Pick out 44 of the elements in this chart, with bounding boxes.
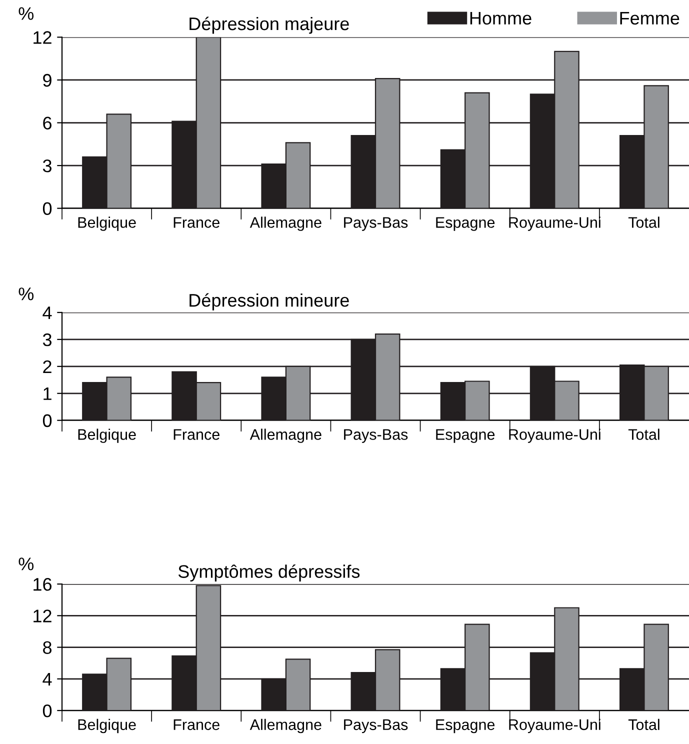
x-tick-label: Royaume-Uni <box>509 428 600 443</box>
x-tick-label: France <box>174 429 220 440</box>
x-tick-label: Allemagne <box>250 216 322 231</box>
y-tick-label: 12 <box>34 610 52 622</box>
y-axis-title: % <box>18 558 34 570</box>
x-tick-label: Royaume-Uni <box>509 718 600 734</box>
chart-title: Dépression majeure <box>190 16 349 34</box>
y-tick-label: 3 <box>42 333 52 346</box>
x-tick-label: Belgique <box>78 216 136 231</box>
x-tick-label: Pays-Bas <box>344 429 408 443</box>
y-tick-label: 3 <box>42 159 52 172</box>
x-tick-label: Total <box>628 428 660 440</box>
x-tick-label: Espagne <box>436 217 495 231</box>
x-tick-label: Allemagne <box>250 718 322 734</box>
legend-label: Homme <box>470 12 532 25</box>
y-tick-label: 0 <box>42 704 52 718</box>
x-tick-label: Belgique <box>78 718 136 734</box>
y-tick-label: 8 <box>43 641 52 654</box>
x-tick-label: Espagne <box>436 719 495 734</box>
y-tick-label: 2 <box>43 360 52 373</box>
y-tick-label: 0 <box>42 414 52 428</box>
chart-title: Symptômes dépressifs <box>178 564 360 582</box>
x-tick-label: Belgique <box>78 428 136 443</box>
y-tick-label: 9 <box>43 74 52 87</box>
x-tick-label: Total <box>628 216 660 228</box>
y-tick-label: 12 <box>34 31 52 44</box>
y-tick-label: 1 <box>44 388 52 400</box>
x-tick-label: Total <box>628 718 660 730</box>
x-tick-label: Espagne <box>436 429 495 443</box>
legend-label: Femme <box>620 12 680 25</box>
x-tick-label: Allemagne <box>250 428 322 443</box>
y-tick-label: 0 <box>42 202 52 216</box>
x-tick-label: Pays-Bas <box>344 217 408 231</box>
y-tick-label: 6 <box>43 116 52 130</box>
y-tick-label: 4 <box>42 306 52 320</box>
y-axis-title: % <box>18 288 34 300</box>
y-tick-label: 16 <box>34 578 52 591</box>
y-axis-title: % <box>18 7 34 20</box>
x-tick-label: Royaume-Uni <box>509 216 600 231</box>
x-tick-label: Pays-Bas <box>344 719 408 734</box>
y-tick-label: 4 <box>42 673 52 686</box>
x-tick-label: France <box>174 719 220 730</box>
chart-title: Dépression mineure <box>190 293 349 310</box>
x-tick-label: France <box>174 217 220 228</box>
